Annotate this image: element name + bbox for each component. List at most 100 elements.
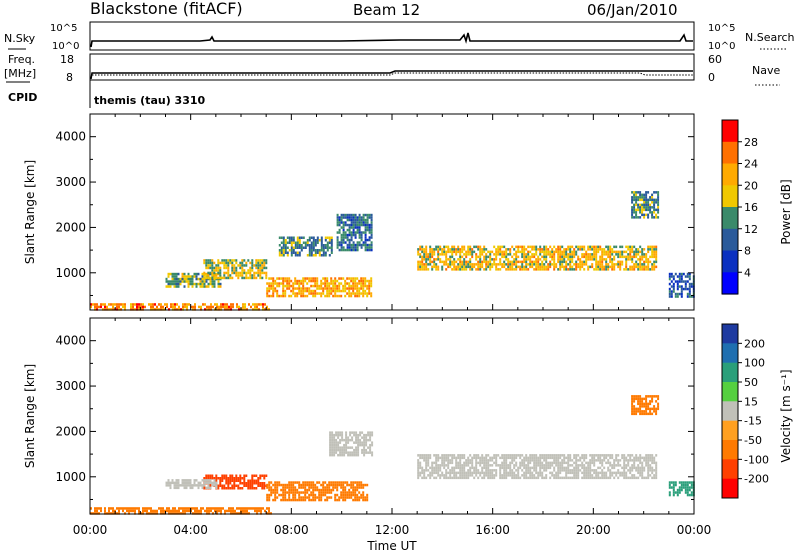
data-cell <box>258 509 260 513</box>
station-title: Blackstone (fitACF) <box>90 0 243 18</box>
data-cell <box>335 433 338 437</box>
data-cell <box>221 259 224 262</box>
data-cell <box>615 459 618 462</box>
data-cell <box>328 486 331 489</box>
data-cell <box>288 277 291 280</box>
data-cell <box>215 479 218 482</box>
data-cell <box>625 245 628 249</box>
data-cell <box>457 248 460 251</box>
data-cell <box>231 276 234 280</box>
data-cell <box>531 466 534 470</box>
data-cell <box>581 253 584 256</box>
data-cell <box>563 456 566 460</box>
data-cell <box>631 201 634 204</box>
data-cell <box>366 246 369 249</box>
data-cell <box>475 466 478 470</box>
data-cell <box>657 407 660 411</box>
data-cell <box>320 282 323 285</box>
data-cell <box>177 280 180 283</box>
data-cell <box>292 251 295 254</box>
data-cell <box>102 303 104 306</box>
data-cell <box>314 496 317 499</box>
data-cell <box>214 507 216 510</box>
data-cell <box>173 486 176 490</box>
data-cell <box>571 250 574 254</box>
colorbar-tick-label: 50 <box>744 376 758 389</box>
data-cell <box>507 263 510 266</box>
nave-tick-low: 0 <box>708 71 715 84</box>
data-cell <box>621 474 624 477</box>
data-cell <box>631 476 634 480</box>
data-cell <box>290 251 293 254</box>
data-cell <box>493 476 496 480</box>
data-cell <box>328 246 331 249</box>
data-cell <box>263 259 266 262</box>
data-cell <box>535 459 538 462</box>
data-cell <box>318 239 321 242</box>
data-cell <box>154 509 156 513</box>
data-cell <box>549 265 552 269</box>
data-cell <box>688 493 691 497</box>
data-cell <box>259 269 262 272</box>
data-cell <box>209 479 212 482</box>
data-cell <box>459 265 462 269</box>
data-cell <box>601 260 604 264</box>
data-cell <box>189 277 192 281</box>
data-cell <box>569 253 572 256</box>
data-cell <box>635 395 638 398</box>
data-cell <box>209 282 212 286</box>
data-cell <box>205 272 208 276</box>
data-cell <box>447 250 450 254</box>
data-cell <box>272 491 275 494</box>
data-cell <box>370 292 373 295</box>
data-cell <box>310 481 313 484</box>
data-cell <box>674 272 677 276</box>
data-cell <box>481 469 484 472</box>
data-cell <box>559 263 562 266</box>
data-cell <box>639 203 642 207</box>
data-cell <box>427 268 430 271</box>
data-cell <box>138 305 140 309</box>
data-cell <box>175 282 178 286</box>
data-cell <box>471 268 474 271</box>
data-cell <box>316 239 319 242</box>
x-tick-label: 12:00 <box>375 523 410 537</box>
data-cell <box>194 507 196 510</box>
data-cell <box>595 248 598 251</box>
data-cell <box>435 245 438 249</box>
data-cell <box>533 464 536 467</box>
data-cell <box>193 479 196 482</box>
data-cell <box>255 487 258 490</box>
data-cell <box>690 285 693 288</box>
data-cell <box>511 255 514 259</box>
data-cell <box>266 292 269 295</box>
data-cell <box>653 248 656 251</box>
data-cell <box>318 284 321 288</box>
data-cell <box>559 245 562 249</box>
data-cell <box>625 466 628 470</box>
data-cell <box>112 507 114 510</box>
data-cell <box>425 263 428 266</box>
data-cell <box>231 266 234 270</box>
data-cell <box>288 236 291 239</box>
data-cell <box>595 263 598 266</box>
data-cell <box>205 280 208 283</box>
data-cell <box>433 253 436 256</box>
data-cell <box>231 261 234 265</box>
data-cell <box>100 305 102 309</box>
data-cell <box>487 260 490 264</box>
data-cell <box>166 509 168 513</box>
data-cell <box>633 400 636 403</box>
data-cell <box>581 265 584 269</box>
data-cell <box>567 263 570 266</box>
data-cell <box>223 274 226 277</box>
data-cell <box>235 271 238 275</box>
data-cell <box>597 471 600 475</box>
data-cell <box>346 233 349 237</box>
data-cell <box>112 308 114 311</box>
data-cell <box>473 471 476 475</box>
data-cell <box>539 248 542 251</box>
data-cell <box>334 486 337 489</box>
data-cell <box>173 277 176 281</box>
data-cell <box>517 250 520 254</box>
